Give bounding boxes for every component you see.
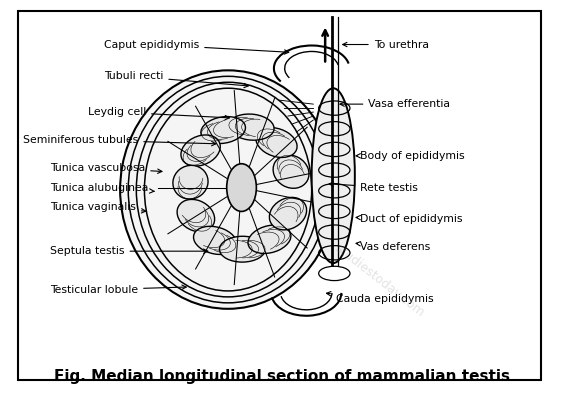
Text: Leydig cell: Leydig cell — [88, 107, 230, 120]
Text: Vas deferens: Vas deferens — [356, 242, 430, 252]
Ellipse shape — [201, 116, 245, 143]
Ellipse shape — [193, 226, 237, 254]
Ellipse shape — [177, 199, 215, 232]
Ellipse shape — [228, 114, 274, 140]
Text: Body of epididymis: Body of epididymis — [356, 151, 465, 161]
Text: Testicular lobule: Testicular lobule — [50, 285, 186, 295]
Text: Cauda epididymis: Cauda epididymis — [327, 291, 434, 304]
Ellipse shape — [256, 128, 297, 158]
Ellipse shape — [270, 197, 307, 230]
Text: Tunica vascubosa: Tunica vascubosa — [50, 163, 162, 173]
Text: Seminiferous tubules: Seminiferous tubules — [23, 135, 216, 146]
Text: studiestoday.com: studiestoday.com — [332, 242, 426, 320]
Text: Rete testis: Rete testis — [329, 182, 418, 193]
Ellipse shape — [227, 164, 257, 212]
Ellipse shape — [273, 155, 309, 188]
Text: Fig. Median longitudinal section of mammalian testis: Fig. Median longitudinal section of mamm… — [54, 369, 510, 384]
Ellipse shape — [173, 165, 208, 199]
Text: To urethra: To urethra — [343, 39, 429, 50]
Text: Tubuli recti: Tubuli recti — [104, 71, 248, 88]
Ellipse shape — [120, 71, 336, 309]
Ellipse shape — [219, 236, 265, 262]
Text: Tunica vaginalis: Tunica vaginalis — [50, 202, 146, 213]
Ellipse shape — [248, 225, 291, 253]
Text: Tunica alubuginea: Tunica alubuginea — [50, 183, 154, 193]
Text: Duct of epididymis: Duct of epididymis — [356, 214, 462, 224]
Text: Vasa efferentia: Vasa efferentia — [340, 99, 450, 109]
Text: Septula testis: Septula testis — [50, 246, 208, 256]
Ellipse shape — [181, 135, 221, 166]
Ellipse shape — [312, 88, 355, 263]
Text: Caput epididymis: Caput epididymis — [104, 39, 289, 54]
